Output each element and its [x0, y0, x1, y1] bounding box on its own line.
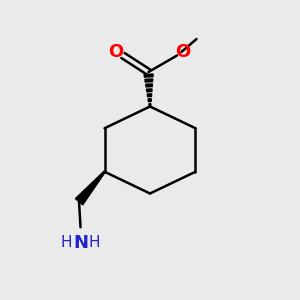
Polygon shape	[75, 171, 105, 205]
Polygon shape	[149, 104, 151, 106]
Polygon shape	[146, 84, 152, 87]
Text: N: N	[73, 234, 88, 252]
Text: O: O	[176, 44, 190, 62]
Polygon shape	[147, 94, 152, 97]
Polygon shape	[148, 99, 151, 102]
Polygon shape	[144, 74, 153, 77]
Text: H: H	[61, 235, 72, 250]
Text: H: H	[89, 235, 100, 250]
Text: O: O	[108, 44, 123, 62]
Polygon shape	[145, 79, 153, 82]
Polygon shape	[146, 89, 152, 92]
